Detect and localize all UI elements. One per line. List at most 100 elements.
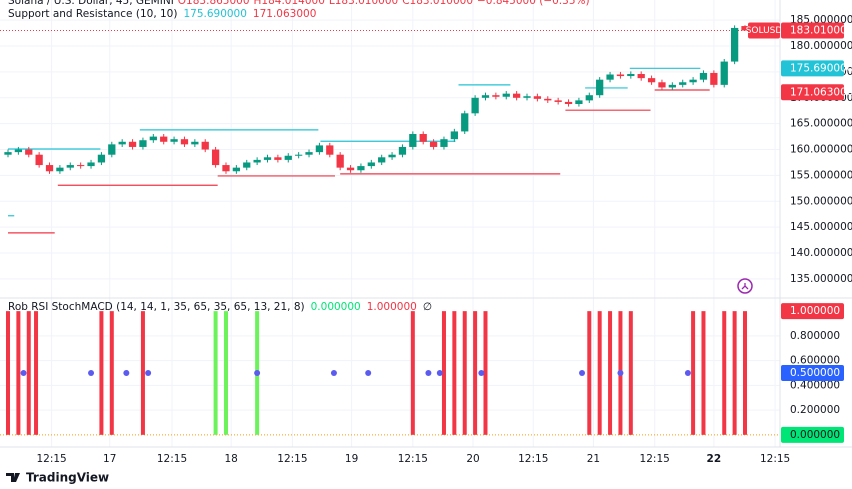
event-icon-glyph	[741, 283, 749, 290]
x-tick-label: 18	[224, 453, 237, 465]
candle-body	[554, 100, 562, 102]
buy-bar	[223, 311, 228, 435]
sell-bar	[410, 311, 415, 435]
signal-dot	[365, 369, 372, 376]
x-tick-label: 21	[587, 453, 600, 465]
sell-bar	[99, 311, 104, 435]
candle-body	[357, 166, 365, 171]
value-badge	[781, 303, 844, 320]
candle-body	[481, 95, 490, 98]
candle-body	[66, 165, 74, 168]
price-badge	[781, 22, 844, 39]
symbol-title: Solana / U.S. Dollar, 45, GEMINI O183.865…	[8, 0, 590, 7]
candle-body	[284, 155, 292, 160]
y-tick-label: 0.600000	[790, 355, 840, 367]
sell-bar	[628, 311, 633, 435]
candle-body	[170, 139, 178, 142]
candle-body	[191, 141, 199, 145]
candle-body	[533, 96, 542, 99]
candle-body	[87, 162, 95, 167]
sell-bar	[452, 311, 457, 435]
indicator-value: 175.690000	[183, 8, 246, 20]
y-tick-label: 160.000000	[790, 144, 852, 156]
candle-body	[471, 97, 479, 114]
candle-body	[160, 136, 168, 142]
sell-bar	[26, 311, 31, 435]
candle-body	[596, 79, 604, 96]
sell-bar	[109, 311, 114, 435]
value-badge-text: 0.000000	[790, 429, 840, 441]
y-tick-label: 0.800000	[790, 330, 840, 342]
signal-dot	[617, 369, 624, 376]
candle-body	[710, 72, 718, 85]
price-badge-text: 183.010000	[790, 24, 852, 36]
candle-body	[118, 141, 126, 145]
y-tick-label: 140.000000	[790, 247, 852, 259]
candle-body	[606, 74, 614, 80]
candle-body	[108, 144, 116, 155]
signal-dot	[425, 369, 432, 376]
event-icon[interactable]	[737, 278, 753, 294]
signal-dot	[436, 369, 443, 376]
y-tick-label: 150.000000	[790, 195, 852, 207]
indicator-value: 0.000000	[311, 301, 361, 313]
candle-body	[544, 98, 552, 101]
candle-body	[689, 79, 697, 83]
value-badge-text: 0.500000	[790, 367, 840, 379]
signal-dot	[579, 369, 586, 376]
candle-body	[25, 149, 33, 155]
candle-body	[56, 167, 64, 172]
candle-body	[243, 162, 251, 168]
signal-dot	[145, 369, 152, 376]
price-badge	[781, 84, 844, 101]
value-badge-text: 1.000000	[790, 305, 840, 317]
candle-body	[668, 84, 676, 88]
sell-bar	[140, 311, 145, 435]
sell-bar	[473, 311, 478, 435]
price-badge-text: 171.063000	[790, 86, 852, 98]
value-badge	[781, 364, 844, 381]
candle-body	[502, 93, 510, 97]
symbol-badge	[748, 22, 780, 39]
candle-body	[461, 113, 469, 132]
ohlc-value: O183.865000	[178, 0, 250, 7]
indicator-title: Rob RSI StochMACD (14, 14, 1, 35, 65, 35…	[8, 301, 432, 313]
candle-body	[367, 162, 375, 167]
candle-body	[128, 141, 137, 147]
candle-body	[419, 134, 427, 142]
candle-body	[647, 78, 656, 83]
candle-body	[523, 96, 531, 98]
x-tick-label: 19	[345, 453, 358, 465]
candle-body	[274, 157, 282, 160]
candle-body	[222, 165, 230, 172]
sell-bar	[462, 311, 467, 435]
y-tick-label: 180.000000	[790, 40, 852, 52]
candle-body	[14, 149, 23, 153]
symbol-title-text: Solana / U.S. Dollar, 45, GEMINI	[8, 0, 174, 7]
logo-icon	[6, 473, 20, 482]
candle-body	[139, 140, 147, 147]
candle-body	[616, 74, 625, 77]
candle-body	[699, 72, 708, 80]
sell-bar	[722, 311, 727, 435]
price-badge	[781, 60, 844, 77]
candle-body	[295, 154, 303, 156]
y-tick-label: 0.200000	[790, 404, 840, 416]
candle-body	[741, 26, 749, 31]
indicator-value: 171.063000	[253, 8, 316, 20]
indicator-title: Support and Resistance (10, 10) 175.69000…	[8, 8, 316, 20]
candle-body	[679, 82, 687, 85]
candle-body	[211, 149, 220, 166]
y-tick-label: 135.000000	[790, 273, 852, 285]
indicator-name: Support and Resistance (10, 10)	[8, 8, 177, 20]
candle-body	[388, 154, 396, 158]
x-tick-label: 20	[466, 453, 479, 465]
logo-text: TradingView	[26, 471, 109, 485]
candle-body	[440, 139, 448, 147]
indicator-value: 1.000000	[367, 301, 417, 313]
buy-bar	[213, 311, 218, 435]
y-tick-label: 145.000000	[790, 221, 852, 233]
x-tick-label: 22	[707, 453, 722, 465]
candle-body	[398, 146, 407, 155]
